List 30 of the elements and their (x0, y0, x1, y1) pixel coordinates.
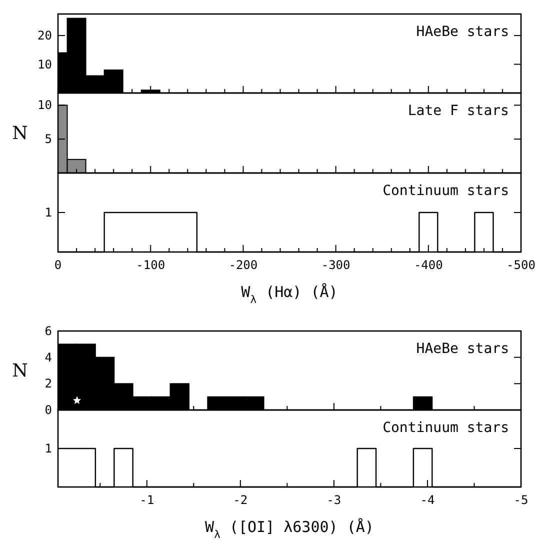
x-tick-label: -5 (514, 493, 528, 507)
y-tick-label: 0 (44, 403, 52, 417)
y-tick-label: 5 (44, 132, 52, 146)
annotation: HAeBe stars (416, 24, 509, 40)
x-tick-label: -3 (326, 493, 342, 507)
x-tick-label: -200 (228, 258, 258, 272)
x-tick-label: -300 (321, 258, 350, 272)
x-tick-label: -4 (420, 493, 435, 507)
x-tick-label: -1 (140, 493, 154, 507)
x-axis-title: W$_{λ}$ ([OI] λ6300) (Å) (205, 518, 374, 541)
x-tick-label: -100 (136, 258, 166, 272)
x-tick-label: 0 (54, 258, 62, 272)
y-tick-label: 10 (38, 98, 52, 112)
x-tick-label: -400 (414, 258, 443, 272)
y-axis-title: N (12, 360, 28, 382)
y-tick-label: 20 (38, 28, 52, 43)
text: 1 (44, 206, 52, 220)
x-tick-label: -2 (233, 493, 248, 507)
y-tick-label: 2 (44, 376, 52, 391)
text: 1 (44, 442, 52, 456)
y-tick-label: 4 (44, 350, 52, 364)
text: Continuum stars (382, 420, 509, 436)
y-tick-label: 10 (38, 57, 52, 72)
x-axis-title: W$_{λ}$ (Hα) (Å) (241, 283, 338, 306)
y-tick-label: 6 (44, 324, 52, 338)
y-axis-title: N (12, 123, 28, 144)
text: Continuum stars (382, 183, 509, 199)
annotation: HAeBe stars (416, 341, 509, 357)
x-tick-label: -500 (506, 258, 536, 272)
annotation: Late F stars (408, 103, 509, 119)
